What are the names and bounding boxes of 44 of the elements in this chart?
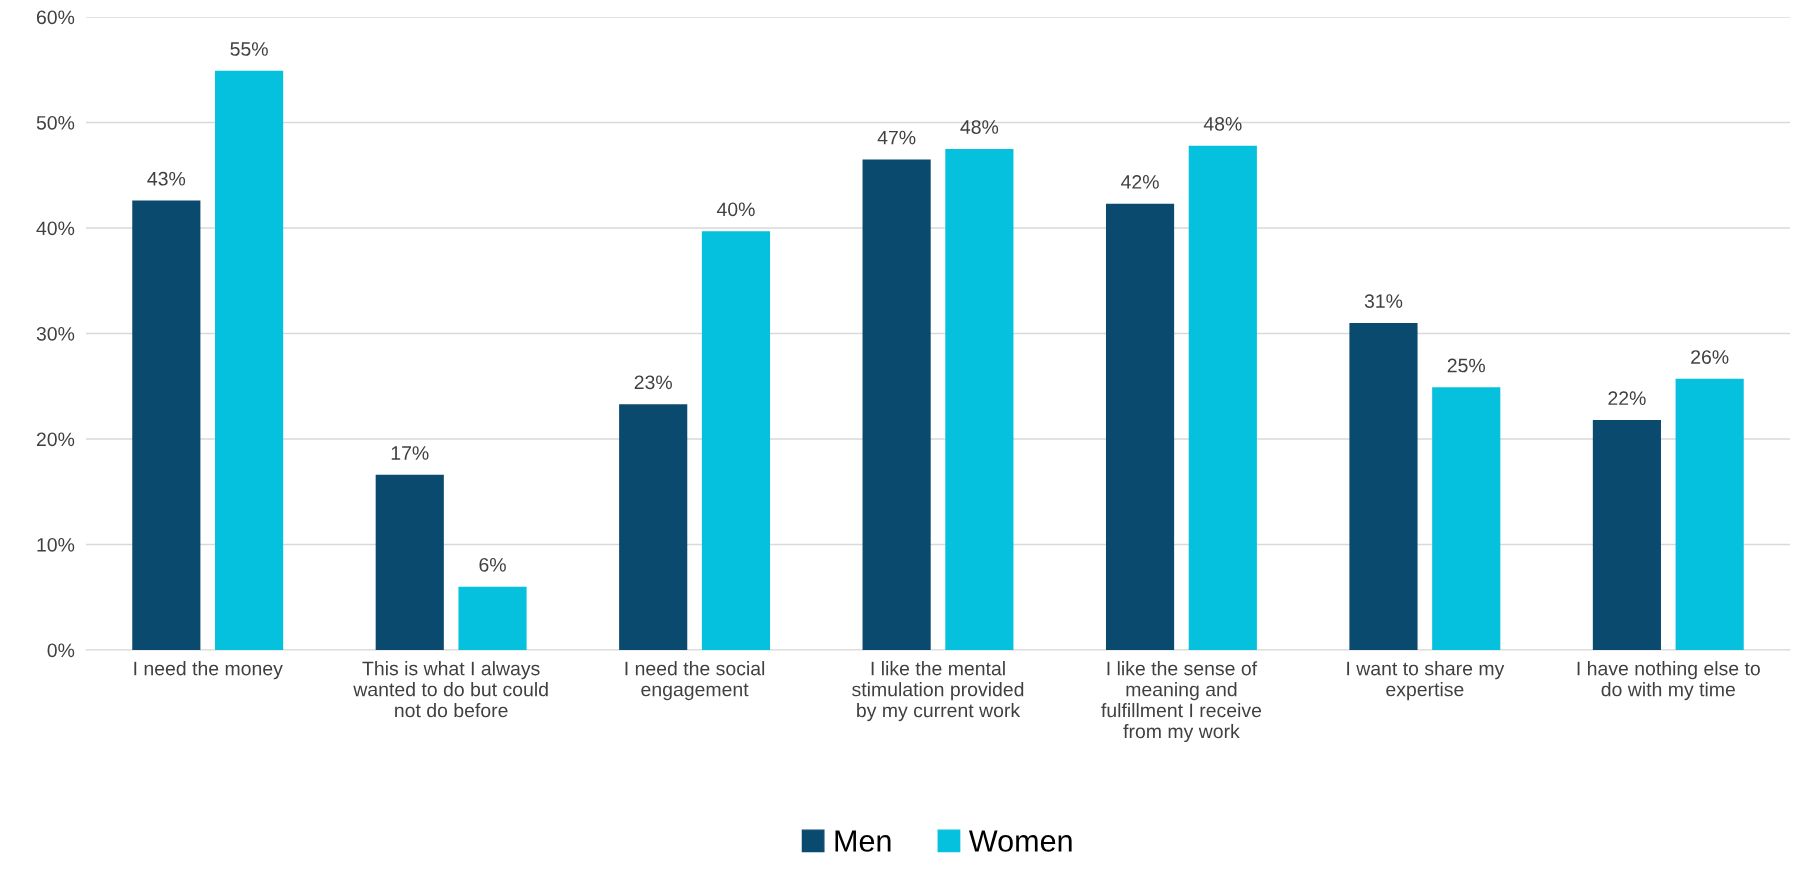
bar [862,159,931,650]
data-label: 26% [1691,350,1729,364]
bar [215,70,284,650]
x-tick-label: I need the social engagement [625,661,765,701]
bar [458,586,527,650]
y-tick-label: 40% [36,221,75,236]
bar [1188,145,1257,650]
x-tick-label: I like the sense of meaning and fulfillment I receive from my work [1101,661,1262,743]
bar [945,148,1014,650]
y-tick-label: 30% [36,326,75,341]
data-label: 40% [716,202,755,217]
bar [619,404,688,650]
data-label: 43% [147,171,186,186]
legend-label: Women [968,830,1072,852]
bar [1432,387,1501,650]
x-tick-label: This is what I always wanted to do but could not do before [353,661,548,718]
bar [1592,420,1661,650]
data-label: 55% [230,42,268,56]
data-label: 17% [391,446,429,460]
data-label: 48% [960,120,999,134]
bar [1675,378,1744,650]
y-tick-label: 20% [36,432,75,447]
x-tick-label: I like the mental stimulation provided by my current work [852,661,1024,722]
data-label: 31% [1364,294,1403,308]
y-tick-label: 10% [37,537,75,552]
x-tick-label: I want to share my expertise [1347,661,1505,701]
bar [701,231,771,650]
data-label: 6% [479,557,506,572]
y-tick-label: 0% [47,643,75,658]
data-label: 23% [634,375,672,390]
y-tick-label: 50% [36,115,75,130]
legend-label: Men [835,830,891,852]
data-label: 48% [1203,116,1242,131]
x-tick-label: I have nothing else to do with my time [1577,661,1760,701]
bar [1105,203,1175,650]
bar [132,200,201,650]
data-label: 22% [1608,391,1646,405]
data-label: 25% [1447,358,1486,373]
data-label: 42% [1121,175,1159,189]
y-tick-label: 60% [36,10,75,25]
data-label: 47% [877,130,916,145]
x-tick-label: I need the money [134,661,283,680]
bar [1349,322,1418,650]
bar [375,474,444,650]
